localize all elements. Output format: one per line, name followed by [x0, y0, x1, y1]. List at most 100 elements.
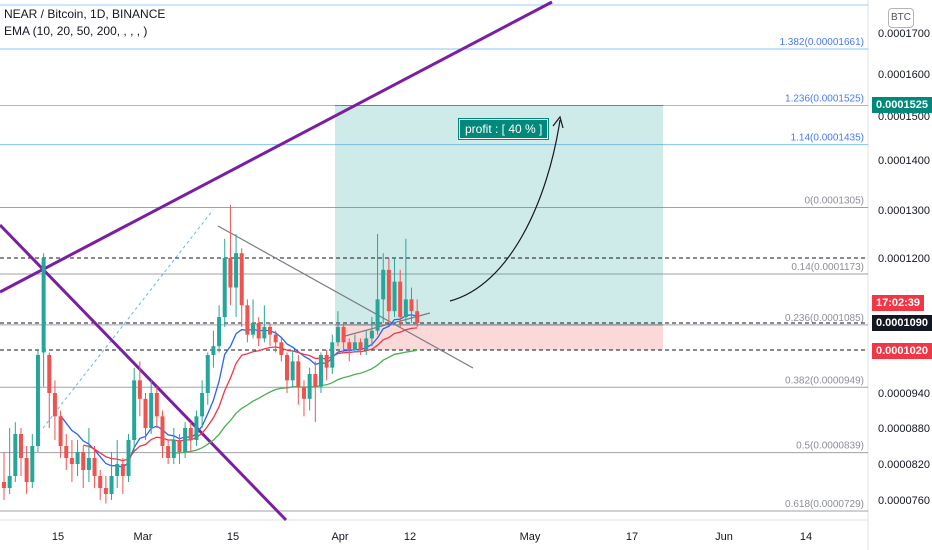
candle-body [137, 380, 142, 399]
candle [58, 410, 63, 458]
fib-label: 0.14(0.0001173) [791, 262, 864, 273]
candle [301, 380, 306, 417]
currency-badge[interactable]: BTC [888, 8, 914, 28]
candle-body [347, 342, 352, 350]
candle-body [171, 440, 176, 458]
candle-body [52, 393, 57, 417]
last-price-tag: 0.0001090 [872, 315, 932, 331]
candle [217, 305, 222, 353]
candle [386, 258, 391, 323]
candle [415, 299, 420, 327]
price-tick-label: 0.0000940 [878, 388, 930, 400]
candle [239, 248, 244, 327]
time-tick-label: 15 [52, 531, 64, 543]
time-tick-label: Mar [134, 531, 153, 543]
candle [86, 428, 91, 482]
candle-body [245, 305, 250, 335]
time-tick-label: 12 [404, 531, 416, 543]
candle [171, 428, 176, 464]
candle-body [251, 323, 256, 335]
time-tick-label: Apr [331, 531, 348, 543]
candle-body [2, 482, 6, 488]
target-price-tag: 0.0001525 [872, 97, 932, 113]
candle [24, 446, 29, 494]
candle-body [392, 281, 397, 312]
candle-body [177, 440, 182, 452]
fib-label: 0.5(0.0000839) [796, 441, 864, 452]
candle-body [290, 361, 295, 381]
candle-body [301, 386, 306, 399]
candle [375, 234, 380, 335]
candle [381, 253, 386, 323]
candle [307, 367, 312, 411]
candle-body [234, 253, 239, 288]
candle [126, 434, 131, 482]
candle-body [109, 476, 114, 494]
candle-body [330, 342, 335, 368]
candle-body [341, 326, 346, 343]
candle-body [69, 458, 74, 464]
candle-body [154, 393, 159, 417]
candle-body [262, 326, 267, 339]
indicator-label[interactable]: EMA (10, 20, 50, 200, , , , ) [4, 24, 148, 38]
candle-body [166, 446, 171, 458]
candle-body [13, 434, 18, 476]
candle [69, 440, 74, 482]
candle [64, 434, 69, 470]
countdown-tag: 17:02:39 [872, 295, 925, 311]
candle [154, 386, 159, 428]
price-tick-label: 0.0000760 [878, 495, 930, 507]
candle-body [143, 398, 148, 428]
candle [290, 350, 295, 387]
candle [81, 446, 86, 488]
price-tick-label: 0.0000820 [878, 459, 930, 471]
candle-body [120, 464, 125, 476]
candle-body [386, 269, 391, 312]
candle [200, 380, 205, 428]
candle [149, 380, 154, 434]
time-tick-label: Jun [715, 531, 733, 543]
candle-body [92, 458, 97, 476]
candle [211, 330, 216, 368]
candle-body [381, 269, 386, 300]
candle-body [324, 355, 329, 368]
candle [234, 234, 239, 318]
price-tick-label: 0.0001400 [878, 155, 930, 167]
candle [341, 323, 346, 353]
profit-label[interactable]: profit : [ 40 % ] [457, 118, 550, 140]
candle-body [296, 361, 301, 387]
projection-line [42, 209, 214, 429]
candle-body [285, 355, 289, 381]
price-tick-label: 0.0000880 [878, 423, 930, 435]
symbol-title[interactable]: NEAR / Bitcoin, 1D, BINANCE [4, 7, 166, 21]
candle [392, 258, 397, 318]
candle [115, 440, 120, 488]
candle-body [335, 326, 340, 343]
candle-body [188, 428, 193, 440]
time-tick-label: May [520, 531, 541, 543]
candle [183, 422, 188, 458]
candle-body [183, 428, 188, 452]
candle [132, 367, 137, 452]
candle [160, 410, 165, 458]
stop-price-tag: 0.0001020 [872, 343, 932, 359]
candle [166, 440, 171, 464]
candle [120, 458, 125, 494]
candle-body [103, 488, 108, 494]
candle [98, 470, 103, 500]
fib-label: 1.382(0.00001661) [779, 37, 864, 48]
candle-body [352, 342, 357, 350]
candle [222, 238, 227, 327]
candle-body [47, 355, 52, 393]
candle [296, 355, 301, 405]
candle-body [149, 393, 154, 428]
candle [369, 317, 374, 347]
candle [251, 299, 256, 339]
candle [109, 452, 114, 500]
candle-body [58, 416, 63, 446]
candle-body [358, 342, 363, 350]
profit-arrow-head [552, 115, 564, 129]
price-tick-label: 0.0001300 [878, 205, 930, 217]
